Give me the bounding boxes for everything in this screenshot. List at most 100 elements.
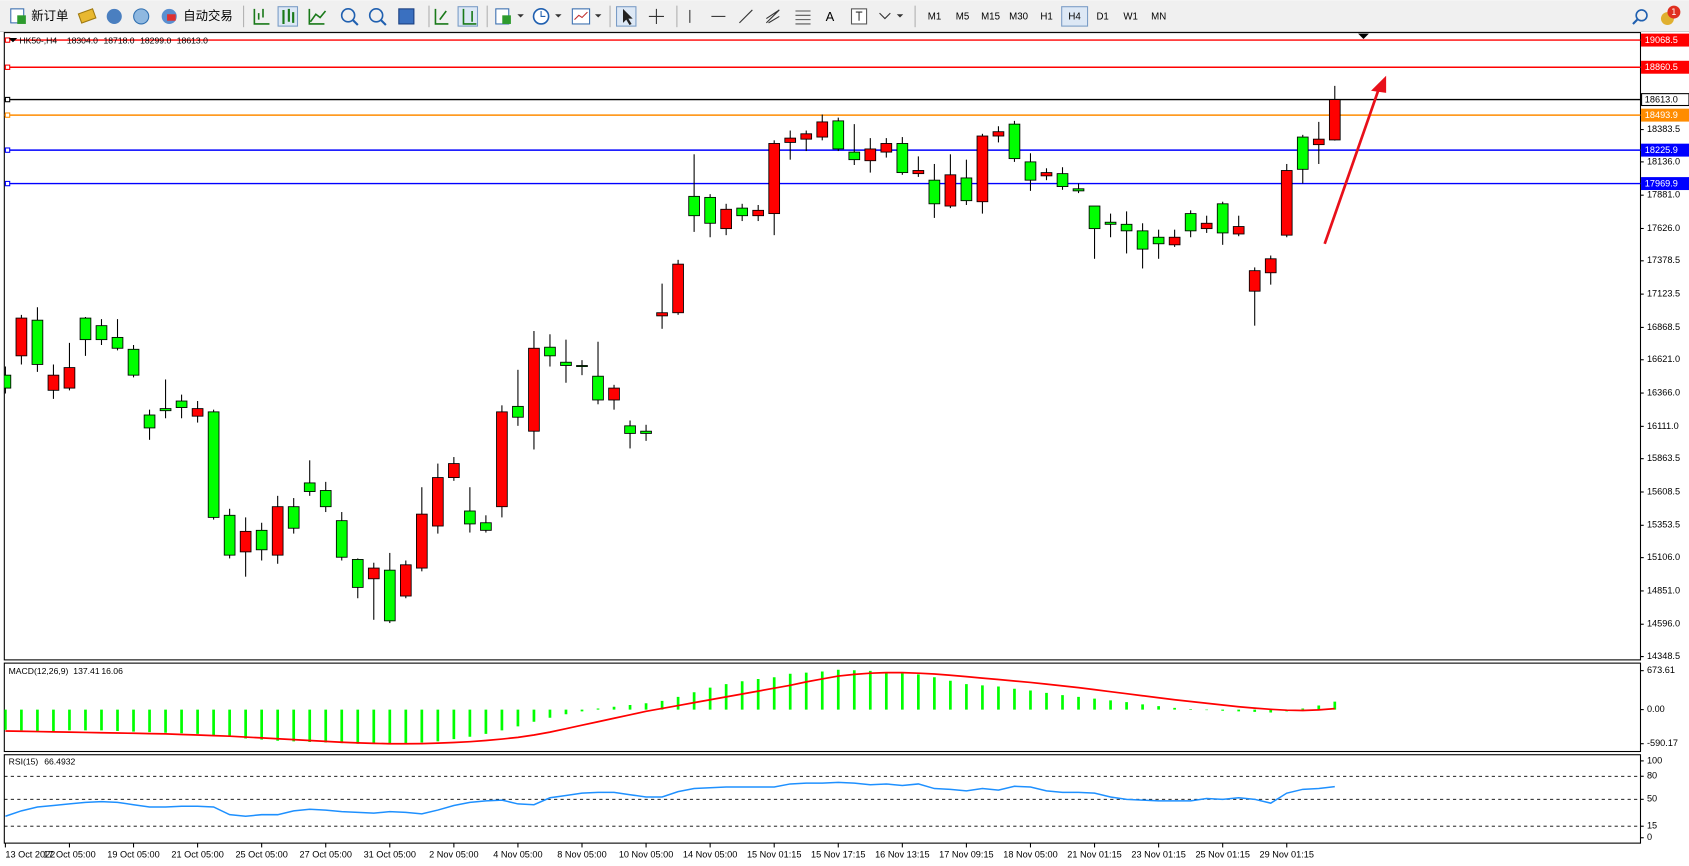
indicator-plots	[4, 669, 1641, 827]
candle-body	[31, 319, 44, 365]
timeframe-button[interactable]: MN	[1151, 12, 1166, 23]
candle-body	[864, 148, 877, 162]
candle-body	[95, 325, 108, 341]
annotation-arrow	[1323, 86, 1381, 245]
timeframe-button[interactable]: H4	[1068, 12, 1081, 23]
dropdown-arrow[interactable]	[555, 14, 562, 18]
timeframe-selected	[1061, 6, 1089, 27]
candle-body	[976, 135, 989, 203]
candle-body	[768, 143, 781, 215]
icon-tile[interactable]	[398, 8, 415, 25]
x-tick-label: 14 Nov 05:00	[683, 849, 737, 859]
dropdown-arrow[interactable]	[896, 14, 904, 18]
candle-body	[928, 179, 941, 205]
candle-body	[576, 365, 588, 368]
rsi-line	[5, 781, 1335, 817]
annotation-arrowhead	[1371, 75, 1387, 93]
icon-bar-chart[interactable]	[253, 8, 270, 25]
candle-body	[271, 506, 284, 556]
macd-tick-label: -590.17	[1647, 738, 1678, 748]
price-level-label: 18613.0	[1645, 95, 1678, 105]
x-tick-label: 18 Nov 05:00	[1003, 849, 1057, 859]
candle-body	[287, 506, 300, 529]
new-order-label[interactable]: 新订单	[31, 8, 68, 23]
dropdown-arrow[interactable]	[517, 14, 524, 18]
icon-market[interactable]	[106, 8, 122, 24]
candle-body	[1200, 222, 1213, 230]
x-tick-label: 19 Oct 05:00	[107, 849, 159, 859]
icon-shift	[462, 8, 477, 25]
timeframe-button[interactable]: W1	[1123, 12, 1138, 23]
candle-body	[1136, 230, 1149, 250]
icon-signals[interactable]	[133, 8, 150, 25]
icon-experts[interactable]	[77, 8, 97, 24]
icon-crosshair[interactable]	[648, 8, 664, 24]
x-tick-label: 16 Nov 13:15	[875, 849, 929, 859]
text-tool[interactable]: A	[826, 9, 835, 24]
timeframe-button[interactable]: M1	[928, 12, 941, 23]
icon-indicators-plus	[502, 15, 511, 24]
candle-body	[880, 143, 893, 153]
candle-body	[1232, 226, 1245, 235]
icon-trendline[interactable]	[739, 9, 753, 24]
candle-body	[544, 346, 556, 357]
candle-body	[1104, 221, 1117, 225]
icon-shapes[interactable]	[879, 12, 891, 20]
price-panel	[3, 32, 1642, 661]
shift-marker	[1358, 33, 1369, 40]
toolbar	[0, 0, 1689, 32]
rsi-name: RSI(15)	[9, 757, 39, 767]
timeframe-button[interactable]: M15	[981, 12, 1000, 23]
timeframe-button[interactable]: H1	[1040, 12, 1052, 23]
icon-text-label-t	[855, 11, 863, 21]
x-tick-label: 29 Nov 01:15	[1260, 849, 1314, 859]
icon-clock-hands	[540, 11, 546, 17]
candle-body	[1056, 173, 1069, 187]
icon-channels[interactable]	[765, 9, 780, 24]
icon-search[interactable]	[1635, 9, 1648, 22]
candle-body	[399, 564, 412, 597]
x-tick-label: 15 Nov 17:15	[811, 849, 865, 859]
candle-body	[4, 374, 12, 389]
x-tick-label: 27 Oct 05:00	[300, 849, 352, 859]
x-tick-label: 21 Oct 05:00	[171, 849, 223, 859]
candle-body	[672, 263, 684, 314]
icon-autoscroll[interactable]	[434, 8, 449, 25]
candle-body	[223, 514, 236, 556]
x-tick-label: 17 Nov 09:15	[939, 849, 993, 859]
x-tick-label: 15 Nov 01:15	[747, 849, 801, 859]
icon-search-handle	[1632, 18, 1639, 25]
candle-body	[1152, 236, 1165, 245]
icon-zoom-out[interactable]	[368, 8, 384, 23]
price-level-handle	[4, 37, 11, 43]
dropdown-arrow[interactable]	[594, 14, 602, 18]
auto-trading-label[interactable]: 自动交易	[183, 8, 233, 23]
candle-body	[383, 569, 396, 622]
candle-body	[832, 120, 845, 150]
y-tick-label: 16111.0	[1647, 421, 1679, 431]
macd-signal-line	[5, 671, 1335, 745]
icon-zoom-in[interactable]	[340, 8, 356, 23]
panel-marker	[8, 37, 18, 43]
y-tick-label: 14596.0	[1647, 619, 1680, 629]
chart-window	[0, 31, 1689, 866]
candle-body	[175, 400, 188, 408]
candle-body	[1072, 188, 1085, 192]
y-tick-label: 16621.0	[1647, 354, 1680, 364]
timeframe-button[interactable]: M5	[956, 12, 969, 23]
candle-body	[1024, 161, 1037, 181]
icon-auto-stop	[167, 14, 176, 21]
icon-fibo[interactable]	[795, 10, 811, 25]
candle-body	[1216, 203, 1229, 234]
timeframe-button[interactable]: D1	[1096, 12, 1108, 23]
x-tick-label: 8 Nov 05:00	[557, 849, 606, 859]
candle-body	[1312, 138, 1325, 146]
timeframe-button[interactable]: M30	[1009, 12, 1028, 23]
x-tick-label: 4 Nov 05:00	[493, 849, 542, 859]
notification-count: 1	[1671, 8, 1676, 18]
icon-line-chart[interactable]	[308, 8, 327, 25]
icon-candles	[282, 8, 295, 24]
candle-body	[448, 463, 460, 478]
